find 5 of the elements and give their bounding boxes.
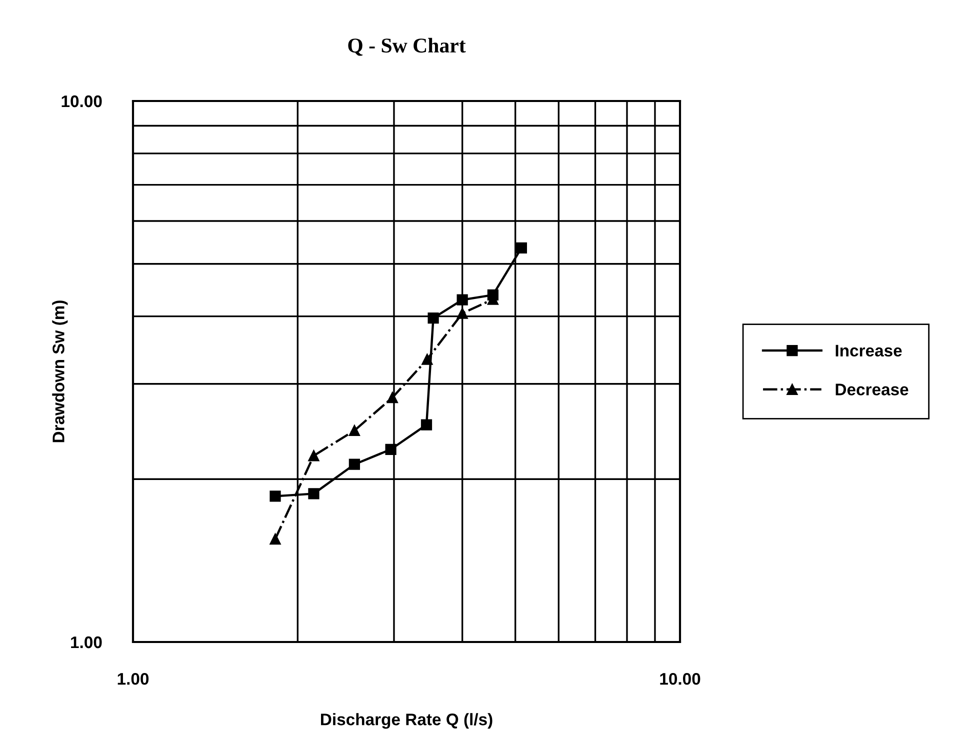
x-axis-title: Discharge Rate Q (l/s) (321, 713, 492, 729)
legend-label: Increase (836, 344, 902, 357)
chart-title: Q - Sw Chart (348, 38, 466, 56)
legend-label: Decrease (836, 384, 908, 396)
y-axis-title: Drawdown Sw (m) (52, 300, 68, 442)
